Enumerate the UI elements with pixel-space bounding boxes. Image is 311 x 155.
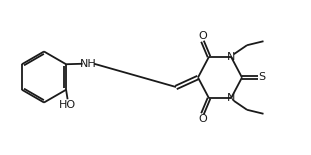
- Text: HO: HO: [58, 100, 76, 110]
- Text: N: N: [227, 52, 235, 62]
- Text: S: S: [259, 73, 266, 82]
- Text: N: N: [227, 93, 235, 103]
- Text: NH: NH: [80, 59, 96, 69]
- Text: O: O: [198, 114, 207, 124]
- Text: O: O: [198, 31, 207, 41]
